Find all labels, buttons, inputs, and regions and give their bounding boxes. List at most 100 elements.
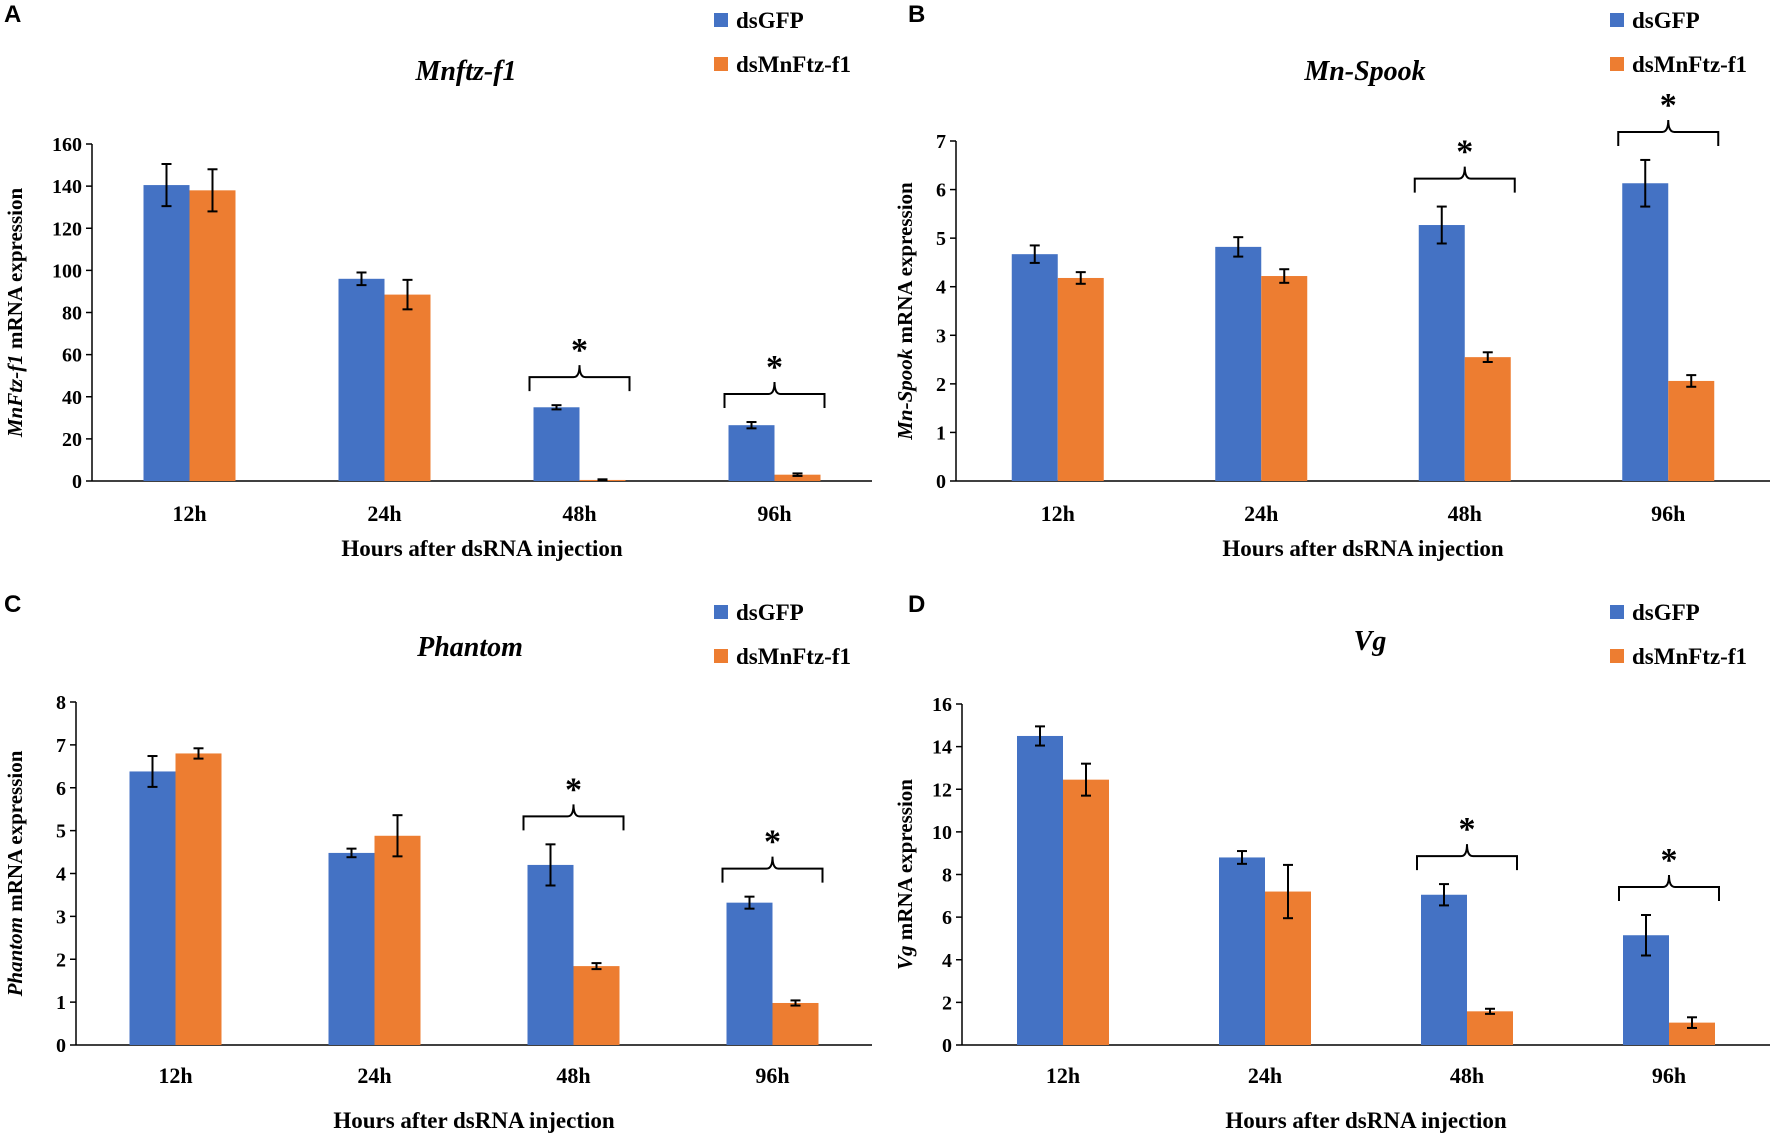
bar-a-s2-96h[interactable] [774, 474, 821, 481]
panel-d-letter: D [908, 591, 925, 618]
bar-a-s2-12h[interactable] [189, 190, 236, 481]
y-tick-label-a: 40 [62, 387, 82, 409]
y-tick-label-a: 120 [52, 218, 82, 240]
legend-label-a-2: dsMnFtz-f1 [736, 52, 851, 77]
legend-swatch-d-2 [1610, 649, 1624, 663]
y-tick-label-b: 6 [936, 180, 946, 202]
legend-label-c-2: dsMnFtz-f1 [736, 644, 851, 669]
y-tick-label-d: 4 [942, 950, 952, 972]
y-axis-label-d: Vg mRNA expression [893, 779, 917, 970]
y-tick-label-c: 4 [56, 864, 66, 886]
legend-swatch-a-2 [714, 57, 728, 71]
x-category-label-b: 48h [1448, 501, 1482, 526]
y-tick-label-a: 140 [52, 176, 82, 198]
legend-label-b-1: dsGFP [1632, 8, 1700, 33]
y-tick-label-b: 1 [936, 422, 946, 444]
bar-a-s1-24h[interactable] [338, 278, 385, 481]
bar-c-s2-12h[interactable] [175, 753, 222, 1045]
x-category-label-b: 96h [1651, 501, 1685, 526]
chart-title-a: Mnftz-f1 [414, 56, 516, 87]
bar-b-s1-96h[interactable] [1622, 183, 1669, 481]
significance-star-d: * [1459, 811, 1476, 848]
legend-label-b-2: dsMnFtz-f1 [1632, 52, 1747, 77]
x-category-label-d: 96h [1652, 1063, 1686, 1088]
bar-d-s2-96h[interactable] [1669, 1022, 1715, 1045]
bar-d-s2-48h[interactable] [1467, 1011, 1513, 1045]
bar-c-s2-24h[interactable] [374, 835, 421, 1045]
y-tick-label-b: 2 [936, 374, 946, 396]
x-category-label-c: 48h [556, 1063, 590, 1088]
bar-c-s2-48h[interactable] [573, 966, 620, 1045]
x-category-label-d: 12h [1046, 1063, 1080, 1088]
y-axis-label-b: Mn-Spook mRNA expression [893, 182, 917, 441]
panel-c-letter: C [4, 591, 21, 618]
x-axis-label-d: Hours after dsRNA injection [1225, 1108, 1507, 1133]
bar-c-s1-96h[interactable] [726, 902, 773, 1045]
legend-swatch-b-2 [1610, 57, 1624, 71]
y-tick-label-a: 60 [62, 345, 82, 367]
y-tick-label-c: 3 [56, 906, 66, 928]
y-tick-label-b: 5 [936, 228, 946, 250]
significance-star-d: * [1661, 842, 1678, 879]
bar-a-s1-96h[interactable] [728, 425, 775, 481]
x-category-label-d: 24h [1248, 1063, 1282, 1088]
significance-star-a: * [766, 349, 783, 386]
bar-c-s1-48h[interactable] [527, 864, 574, 1045]
bar-d-s2-12h[interactable] [1063, 779, 1109, 1045]
legend-swatch-a-1 [714, 13, 728, 27]
x-category-label-a: 48h [562, 501, 596, 526]
x-category-label-c: 96h [755, 1063, 789, 1088]
y-tick-label-d: 16 [932, 694, 952, 716]
legend-label-d-1: dsGFP [1632, 600, 1700, 625]
x-category-label-a: 12h [172, 501, 206, 526]
x-category-label-a: 24h [367, 501, 401, 526]
x-category-label-b: 24h [1244, 501, 1278, 526]
chart-title-b: Mn-Spook [1303, 56, 1425, 87]
bar-d-s1-12h[interactable] [1017, 735, 1063, 1045]
bar-a-s2-24h[interactable] [384, 294, 431, 481]
legend-swatch-c-1 [714, 605, 728, 619]
bar-b-s1-48h[interactable] [1418, 225, 1465, 481]
bar-b-s2-24h[interactable] [1261, 276, 1308, 481]
bar-a-s1-12h[interactable] [143, 185, 190, 481]
y-axis-label-a: MnFtz-f1 mRNA expression [3, 188, 27, 439]
significance-star-b: * [1660, 87, 1677, 124]
bar-b-s2-96h[interactable] [1668, 380, 1715, 481]
legend-label-c-1: dsGFP [736, 600, 804, 625]
y-tick-label-c: 5 [56, 821, 66, 843]
bar-b-s1-12h[interactable] [1011, 254, 1058, 481]
legend-swatch-c-2 [714, 649, 728, 663]
legend-label-d-2: dsMnFtz-f1 [1632, 644, 1747, 669]
bar-b-s1-24h[interactable] [1215, 246, 1262, 481]
x-axis-label-a: Hours after dsRNA injection [341, 536, 623, 561]
x-category-label-a: 96h [757, 501, 791, 526]
y-tick-label-d: 8 [942, 865, 952, 887]
significance-bracket-d [1618, 874, 1720, 901]
bar-d-s1-24h[interactable] [1219, 857, 1265, 1045]
y-tick-label-a: 0 [72, 471, 82, 493]
bar-b-s2-48h[interactable] [1464, 357, 1511, 481]
y-tick-label-c: 8 [56, 692, 66, 714]
y-tick-label-a: 160 [52, 134, 82, 156]
significance-star-c: * [565, 771, 582, 808]
y-tick-label-c: 2 [56, 949, 66, 971]
significance-bracket-c [721, 856, 824, 883]
significance-bracket-a [528, 365, 631, 392]
x-category-label-c: 12h [158, 1063, 192, 1088]
y-tick-label-c: 7 [56, 735, 66, 757]
bar-c-s1-24h[interactable] [328, 852, 375, 1045]
significance-bracket-c [522, 804, 625, 831]
chart-title-c: Phantom [416, 632, 523, 663]
significance-bracket-b [1617, 119, 1720, 146]
bar-c-s2-96h[interactable] [772, 1002, 819, 1045]
x-axis-label-b: Hours after dsRNA injection [1222, 536, 1504, 561]
y-tick-label-c: 0 [56, 1035, 66, 1057]
bar-c-s1-12h[interactable] [129, 771, 176, 1045]
x-axis-label-c: Hours after dsRNA injection [333, 1108, 615, 1133]
y-tick-label-d: 10 [932, 822, 952, 844]
bar-a-s1-48h[interactable] [533, 407, 580, 481]
bar-d-s1-48h[interactable] [1421, 894, 1467, 1045]
bar-b-s2-12h[interactable] [1057, 277, 1104, 481]
x-category-label-b: 12h [1041, 501, 1075, 526]
y-tick-label-b: 4 [936, 277, 946, 299]
